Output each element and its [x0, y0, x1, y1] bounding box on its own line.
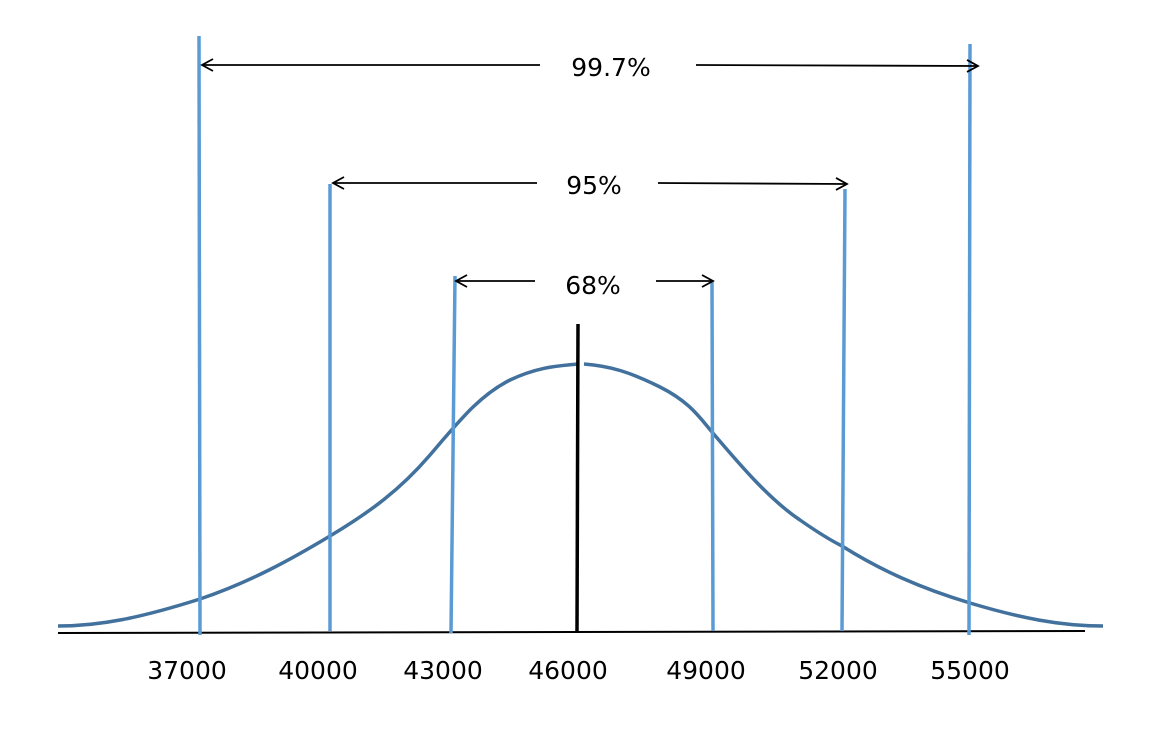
label-95-percent: 95% — [566, 171, 622, 200]
sd-line-55000 — [967, 43, 972, 636]
bell-curve — [57, 362, 1104, 628]
tick-label: 40000 — [278, 656, 358, 685]
tick-label: 37000 — [147, 656, 227, 685]
arrow-99-7-right — [695, 59, 980, 73]
tick-label: 52000 — [798, 656, 878, 685]
sd-line-43000 — [449, 275, 457, 634]
tick-label: 43000 — [403, 656, 483, 685]
tick-label: 55000 — [930, 656, 1010, 685]
mean-line — [575, 323, 580, 632]
label-68-percent: 68% — [565, 271, 621, 300]
tick-label: 49000 — [666, 656, 746, 685]
x-axis-line — [57, 630, 1086, 634]
sd-line-49000 — [710, 279, 715, 632]
sd-line-37000 — [197, 35, 202, 636]
sd-line-52000 — [840, 188, 847, 632]
arrow-95-right — [657, 177, 849, 191]
label-99-7-percent: 99.7% — [571, 53, 650, 82]
tick-label: 46000 — [528, 656, 608, 685]
